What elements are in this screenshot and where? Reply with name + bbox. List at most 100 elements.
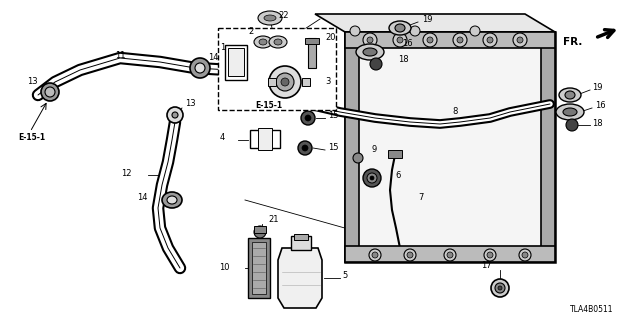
Bar [302,78,310,86]
Text: 21: 21 [268,215,278,225]
Bar [308,38,316,68]
Bar [388,150,402,158]
Circle shape [167,107,183,123]
Circle shape [363,169,381,187]
Text: 13: 13 [185,100,196,108]
Text: 3: 3 [325,77,330,86]
Circle shape [269,66,301,98]
Text: 13: 13 [28,77,38,86]
Bar [294,234,308,240]
Ellipse shape [162,192,182,208]
Circle shape [195,63,205,73]
Bar [345,32,359,262]
Circle shape [404,249,416,261]
Circle shape [522,252,528,258]
Ellipse shape [563,108,577,116]
Bar [268,78,276,86]
Circle shape [487,252,493,258]
Bar [228,48,244,76]
Bar [345,32,555,262]
Circle shape [367,37,373,43]
Circle shape [495,283,505,293]
Ellipse shape [356,44,384,60]
Ellipse shape [167,196,177,204]
Bar [345,246,555,262]
Text: 10: 10 [220,263,230,273]
Ellipse shape [259,39,267,45]
Ellipse shape [258,11,282,25]
Text: 18: 18 [398,55,408,65]
Text: 15: 15 [328,111,339,121]
Circle shape [517,37,523,43]
Circle shape [407,252,413,258]
Bar [541,32,555,262]
Ellipse shape [559,88,581,102]
Circle shape [410,26,420,36]
Bar [305,38,319,44]
Text: 12: 12 [122,169,132,178]
Circle shape [305,115,311,121]
Ellipse shape [395,24,405,32]
Text: 14: 14 [208,52,218,61]
Ellipse shape [254,36,272,48]
Circle shape [370,176,374,180]
Text: 7: 7 [418,194,424,203]
Text: 11: 11 [115,51,125,60]
Text: 19: 19 [592,84,602,92]
Text: 5: 5 [342,271,348,281]
Circle shape [302,145,308,151]
Bar [254,226,266,233]
Circle shape [301,111,315,125]
Bar [225,45,247,80]
Text: 18: 18 [592,118,603,127]
Ellipse shape [389,21,411,35]
Circle shape [484,249,496,261]
Circle shape [427,37,433,43]
Text: TLA4B0511: TLA4B0511 [570,306,614,315]
Circle shape [487,37,493,43]
Circle shape [566,119,578,131]
Text: 4: 4 [220,133,225,142]
Text: 6: 6 [395,172,401,180]
Ellipse shape [565,91,575,99]
Bar [248,238,270,298]
Ellipse shape [274,39,282,45]
Circle shape [190,58,210,78]
Text: FR.: FR. [563,37,582,47]
Circle shape [41,83,59,101]
Polygon shape [315,14,555,32]
Bar [218,28,336,110]
Circle shape [45,87,55,97]
Circle shape [353,153,363,163]
Circle shape [369,249,381,261]
Circle shape [444,249,456,261]
Text: 1: 1 [220,44,225,52]
Text: 16: 16 [402,38,413,47]
Circle shape [423,33,437,47]
Polygon shape [278,248,322,308]
Circle shape [276,73,294,91]
Text: 17: 17 [481,260,492,269]
Circle shape [519,249,531,261]
Circle shape [393,33,407,47]
Circle shape [453,33,467,47]
Circle shape [491,279,509,297]
Text: E-15-1: E-15-1 [255,100,282,109]
Circle shape [363,33,377,47]
Circle shape [172,112,178,118]
Circle shape [281,78,289,86]
Text: 22: 22 [278,11,289,20]
Circle shape [350,26,360,36]
Circle shape [470,26,480,36]
Text: 8: 8 [452,108,458,116]
Bar [291,236,311,250]
Circle shape [457,37,463,43]
Text: E-15-1: E-15-1 [18,133,45,142]
Circle shape [498,286,502,290]
Ellipse shape [269,36,287,48]
Text: 14: 14 [138,194,148,203]
Bar [345,32,555,48]
Ellipse shape [264,15,276,21]
Circle shape [447,252,453,258]
Text: 15: 15 [328,143,339,153]
